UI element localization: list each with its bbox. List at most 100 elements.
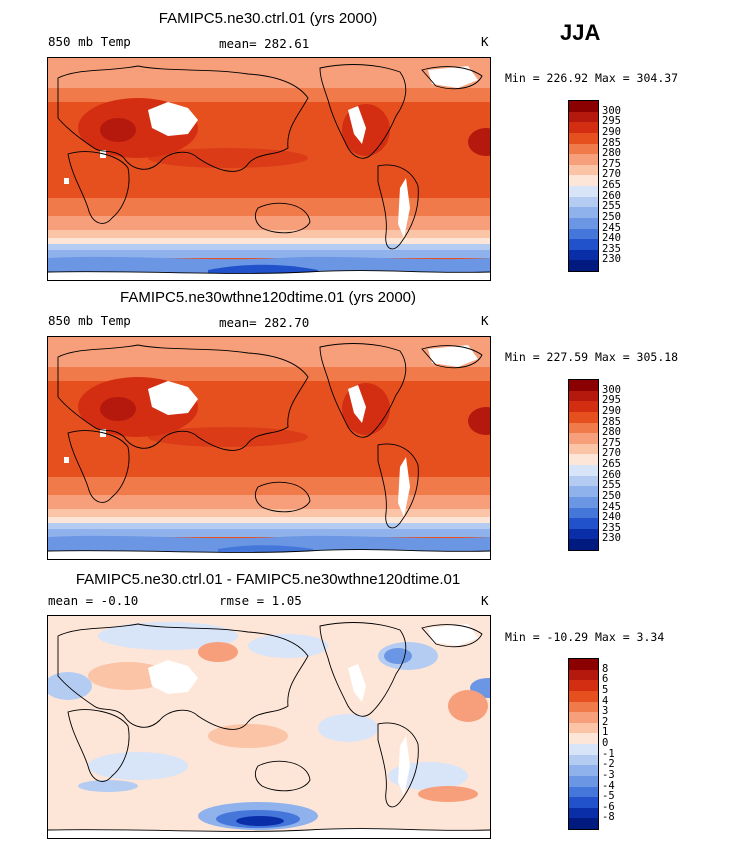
colorbar-tick-label: 4: [602, 694, 609, 707]
colorbar-tick-label: 250: [602, 489, 621, 502]
colorbar-tick-label: 250: [602, 210, 621, 223]
colorbar-swatch: [569, 154, 598, 165]
colorbar-swatch: [569, 733, 598, 744]
colorbar-tick-label: 270: [602, 168, 621, 181]
colorbar-swatch: [569, 132, 598, 144]
panel-1-contour-map: [48, 58, 490, 280]
panel-1-title: FAMIPC5.ne30.ctrl.01 (yrs 2000): [158, 10, 378, 27]
colorbar-tick-label: 255: [602, 479, 621, 492]
colorbar-tick-label: 300: [602, 104, 621, 117]
colorbar-tick-label: -3: [602, 768, 615, 781]
season-label: JJA: [560, 20, 601, 45]
colorbar-swatch: [569, 690, 598, 702]
colorbar-tick-label: -4: [602, 779, 615, 792]
panel-3-mean-label: mean = -0.10: [48, 593, 139, 608]
colorbar-tick-label: -5: [602, 790, 615, 803]
panel-1-mean-label: mean= 282.61: [219, 36, 310, 51]
panel-3-rmse-label: rmse = 1.05: [219, 593, 302, 608]
colorbar-swatch: [569, 754, 598, 766]
colorbar-swatch: [569, 528, 598, 540]
colorbar-tick-label: 280: [602, 147, 621, 160]
panel-2-variable-label: 850 mb Temp: [48, 313, 131, 328]
colorbar-tick-label: 275: [602, 157, 621, 170]
colorbar-swatch: [569, 239, 598, 250]
panel-3-map: [47, 615, 491, 839]
colorbar-tick-label: 285: [602, 415, 621, 428]
colorbar-tick-label: 270: [602, 447, 621, 460]
colorbar-swatch: [569, 775, 598, 787]
colorbar-swatch: [569, 101, 598, 112]
colorbar-tick-label: 240: [602, 511, 621, 524]
colorbar-swatch: [569, 486, 598, 497]
colorbar-tick-label: 290: [602, 125, 621, 138]
colorbar-tick-label: 280: [602, 426, 621, 439]
colorbar-swatch: [569, 401, 598, 412]
colorbar-tick-label: 285: [602, 136, 621, 149]
colorbar-swatch: [569, 701, 598, 713]
colorbar-tick-label: 260: [602, 468, 621, 481]
panel-1-map: [47, 57, 491, 281]
panel-1-units-label: K: [481, 34, 489, 49]
colorbar-swatch: [569, 143, 598, 155]
colorbar-swatch: [569, 164, 598, 176]
panel-3-colorbar: [568, 658, 599, 830]
colorbar-tick-label: 275: [602, 436, 621, 449]
panel-2-title: FAMIPC5.ne30wthne120dtime.01 (yrs 2000): [120, 289, 416, 306]
panel-1-variable-label: 850 mb Temp: [48, 34, 131, 49]
colorbar-tick-label: 6: [602, 673, 609, 686]
colorbar-swatch: [569, 680, 598, 691]
colorbar-swatch: [569, 390, 598, 402]
colorbar-swatch: [569, 175, 598, 186]
panel-3-units-label: K: [481, 593, 489, 608]
colorbar-swatch: [569, 797, 598, 808]
colorbar-tick-label: 5: [602, 683, 609, 696]
colorbar-tick-label: 255: [602, 200, 621, 213]
panel-1-minmax: Min = 226.92 Max = 304.37: [505, 71, 679, 85]
colorbar-swatch: [569, 411, 598, 423]
colorbar-tick-label: -1: [602, 747, 615, 760]
colorbar-swatch: [569, 422, 598, 434]
colorbar-swatch: [569, 818, 598, 829]
colorbar-swatch: [569, 465, 598, 476]
colorbar-tick-label: 290: [602, 404, 621, 417]
colorbar-tick-label: 300: [602, 383, 621, 396]
colorbar-tick-label: 295: [602, 394, 621, 407]
colorbar-swatch: [569, 475, 598, 487]
colorbar-swatch: [569, 111, 598, 123]
colorbar-swatch: [569, 454, 598, 465]
colorbar-tick-label: 235: [602, 242, 621, 255]
colorbar-swatch: [569, 765, 598, 776]
panel-3-contour-map: [48, 616, 490, 838]
colorbar-swatch: [569, 669, 598, 681]
colorbar-tick-label: -2: [602, 758, 615, 771]
colorbar-tick-label: 240: [602, 232, 621, 245]
panel-2-contour-map: [48, 337, 490, 559]
colorbar-tick-label: 230: [602, 253, 621, 266]
colorbar-tick-label: 235: [602, 521, 621, 534]
panel-2-units-label: K: [481, 313, 489, 328]
panel-2-colorbar: [568, 379, 599, 551]
colorbar-swatch: [569, 712, 598, 723]
colorbar-tick-label: 8: [602, 662, 609, 675]
colorbar-tick-label: 245: [602, 221, 621, 234]
colorbar-swatch: [569, 507, 598, 519]
colorbar-swatch: [569, 249, 598, 261]
colorbar-swatch: [569, 786, 598, 798]
colorbar-swatch: [569, 380, 598, 391]
panel-3-minmax: Min = -10.29 Max = 3.34: [505, 630, 665, 644]
colorbar-tick-label: 295: [602, 115, 621, 128]
panel-2-mean-label: mean= 282.70: [219, 315, 310, 330]
colorbar-tick-label: 245: [602, 500, 621, 513]
colorbar-swatch: [569, 207, 598, 218]
colorbar-tick-label: -6: [602, 800, 615, 813]
colorbar-swatch: [569, 539, 598, 550]
panel-2-minmax: Min = 227.59 Max = 305.18: [505, 350, 679, 364]
colorbar-tick-label: 3: [602, 705, 609, 718]
colorbar-swatch: [569, 186, 598, 197]
panel-2-map: [47, 336, 491, 560]
colorbar-tick-label: 230: [602, 532, 621, 545]
colorbar-tick-label: 0: [602, 737, 609, 749]
colorbar-swatch: [569, 217, 598, 229]
colorbar-swatch: [569, 744, 598, 755]
colorbar-swatch: [569, 196, 598, 208]
